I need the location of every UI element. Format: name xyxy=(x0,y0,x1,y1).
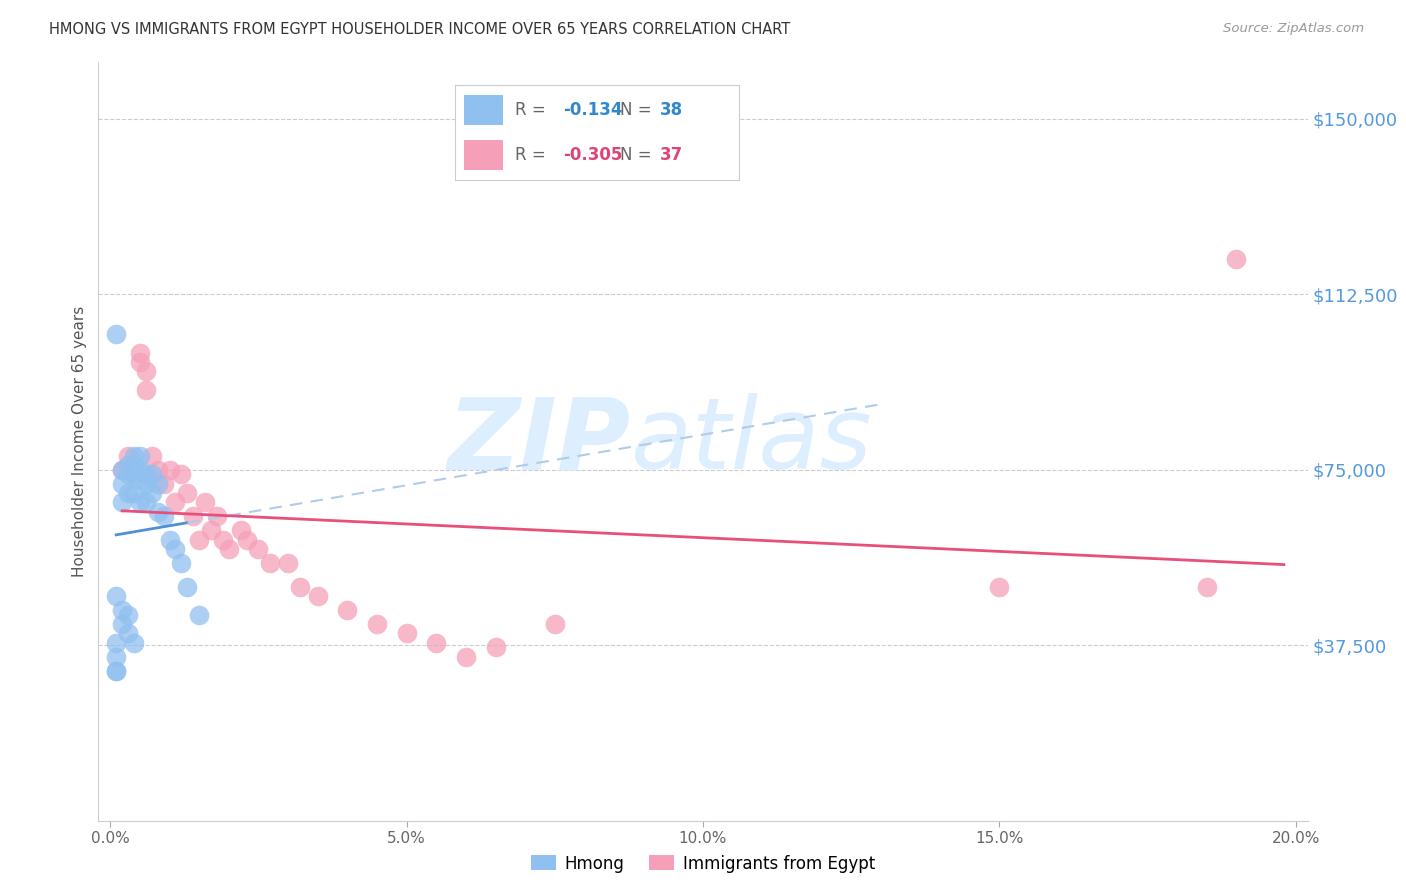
Point xyxy=(122,467,145,482)
Point xyxy=(188,533,211,547)
Point xyxy=(122,449,145,463)
Point xyxy=(111,476,134,491)
Point xyxy=(277,556,299,570)
Point xyxy=(111,462,134,476)
Point xyxy=(188,607,211,622)
Point xyxy=(135,467,157,482)
Point xyxy=(105,664,128,678)
Point xyxy=(117,449,139,463)
Point xyxy=(176,486,198,500)
Point xyxy=(1195,580,1218,594)
Point xyxy=(135,383,157,397)
Point xyxy=(105,326,128,341)
Point xyxy=(105,664,128,678)
Point xyxy=(135,364,157,378)
Text: Source: ZipAtlas.com: Source: ZipAtlas.com xyxy=(1223,22,1364,36)
Point xyxy=(129,462,152,476)
Point xyxy=(129,472,152,486)
Point xyxy=(152,509,174,524)
Point xyxy=(484,640,506,655)
Point xyxy=(229,524,252,538)
Point xyxy=(544,617,567,632)
Point xyxy=(117,458,139,472)
Point xyxy=(259,556,281,570)
Point xyxy=(159,462,181,476)
Point xyxy=(146,462,169,476)
Point xyxy=(129,355,152,369)
Text: ZIP: ZIP xyxy=(447,393,630,490)
Point xyxy=(212,533,235,547)
Point xyxy=(146,476,169,491)
Point xyxy=(235,533,257,547)
Point xyxy=(129,495,152,509)
Point xyxy=(129,449,152,463)
Point xyxy=(170,467,193,482)
Point xyxy=(135,476,157,491)
Point xyxy=(194,495,217,509)
Point xyxy=(111,462,134,476)
Point xyxy=(205,509,228,524)
Point xyxy=(111,617,134,632)
Point xyxy=(165,495,187,509)
Point xyxy=(122,486,145,500)
Point xyxy=(141,467,163,482)
Point xyxy=(181,509,204,524)
Text: HMONG VS IMMIGRANTS FROM EGYPT HOUSEHOLDER INCOME OVER 65 YEARS CORRELATION CHAR: HMONG VS IMMIGRANTS FROM EGYPT HOUSEHOLD… xyxy=(49,22,790,37)
Point xyxy=(247,542,270,557)
Point xyxy=(105,649,128,664)
Point xyxy=(141,486,163,500)
Point xyxy=(111,495,134,509)
Point xyxy=(117,486,139,500)
Point xyxy=(129,345,152,359)
Text: atlas: atlas xyxy=(630,393,872,490)
Point xyxy=(1225,252,1247,266)
Point xyxy=(105,589,128,603)
Point xyxy=(141,449,163,463)
Point xyxy=(122,636,145,650)
Point xyxy=(200,524,222,538)
Point xyxy=(170,556,193,570)
Point xyxy=(117,626,139,640)
Point xyxy=(159,533,181,547)
Point xyxy=(135,495,157,509)
Point xyxy=(988,580,1011,594)
Point xyxy=(336,603,359,617)
Point xyxy=(152,476,174,491)
Point xyxy=(366,617,388,632)
Point xyxy=(307,589,329,603)
Point xyxy=(111,603,134,617)
Legend: Hmong, Immigrants from Egypt: Hmong, Immigrants from Egypt xyxy=(524,848,882,880)
Point xyxy=(117,607,139,622)
Point xyxy=(218,542,240,557)
Point xyxy=(176,580,198,594)
Point xyxy=(165,542,187,557)
Point xyxy=(425,636,447,650)
Point xyxy=(288,580,311,594)
Point xyxy=(117,467,139,482)
Y-axis label: Householder Income Over 65 years: Householder Income Over 65 years xyxy=(72,306,87,577)
Point xyxy=(122,458,145,472)
Point xyxy=(105,636,128,650)
Point xyxy=(454,649,477,664)
Point xyxy=(146,505,169,519)
Point xyxy=(395,626,418,640)
